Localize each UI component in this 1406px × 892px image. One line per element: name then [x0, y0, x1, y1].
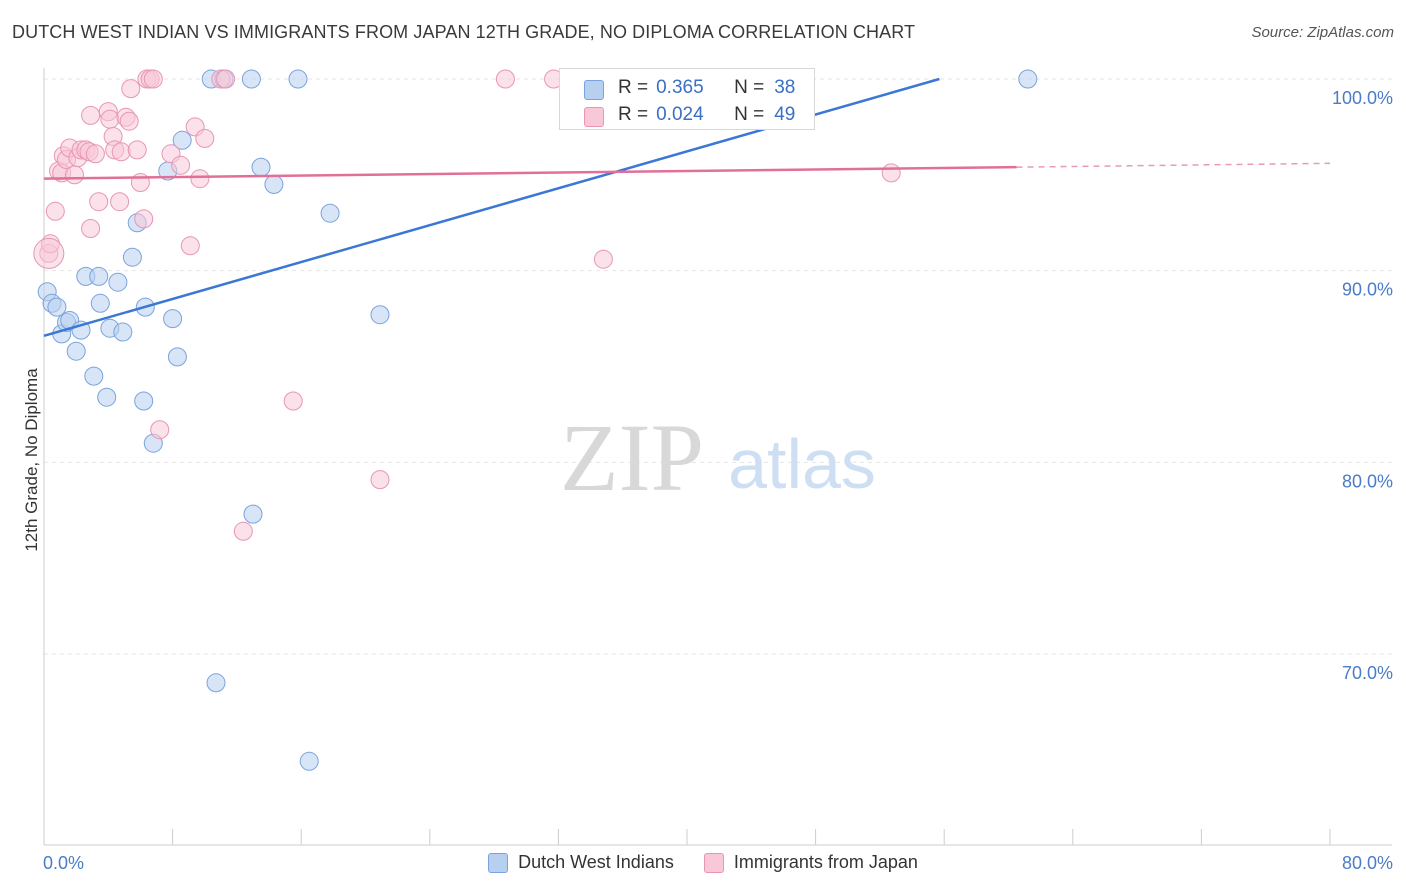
data-point-blue	[108, 272, 128, 292]
tick-labels: 100.0% 90.0% 80.0% 70.0% 0.0% 80.0%	[43, 88, 1393, 873]
data-point-blue	[163, 309, 183, 329]
data-point-blue	[241, 69, 261, 89]
trend-line-pink	[43, 165, 1017, 180]
data-point-blue	[113, 322, 133, 342]
data-point-pink	[121, 79, 141, 99]
data-point-blue	[47, 297, 67, 317]
data-point-blue	[167, 347, 187, 367]
data-point-blue	[264, 174, 284, 194]
series-legend: Dutch West Indians Immigrants from Japan	[0, 852, 1406, 873]
data-point-pink	[233, 521, 253, 541]
y-tick-label: 80.0%	[1342, 471, 1393, 491]
data-point-blue	[243, 504, 263, 524]
legend-label-blue: Dutch West Indians	[518, 852, 674, 872]
data-point-blue	[1018, 69, 1038, 89]
data-point-pink	[110, 192, 130, 212]
data-point-blue	[84, 366, 104, 386]
y-tick-label: 90.0%	[1342, 280, 1393, 300]
y-tick-label: 100.0%	[1332, 88, 1393, 108]
data-point-blue	[206, 673, 226, 693]
y-axis-label: 12th Grade, No Diploma	[22, 368, 41, 552]
r-label: R =	[618, 77, 649, 98]
data-point-pink	[119, 111, 139, 131]
data-point-blue	[299, 751, 319, 771]
data-point-pink	[45, 201, 65, 221]
data-point-blue	[122, 247, 142, 267]
data-point-pink	[150, 420, 170, 440]
legend-label-pink: Immigrants from Japan	[733, 852, 918, 872]
data-point-pink	[89, 192, 109, 212]
data-point-blue	[66, 341, 86, 361]
stats-row-blue: R = 0.365 N = 38	[584, 77, 796, 100]
data-point-pink	[593, 249, 613, 269]
watermark-atlas: atlas	[728, 425, 876, 503]
n-label: N =	[734, 77, 765, 98]
data-point-blue	[90, 293, 110, 313]
data-point-blue	[251, 157, 271, 177]
data-point-blue	[320, 203, 340, 223]
data-point-pink	[195, 128, 215, 148]
n-value-pink: 49	[774, 104, 796, 125]
y-tick-label: 70.0%	[1342, 663, 1393, 683]
stats-legend: R = 0.365 N = 38 R = 0.024 N = 49	[559, 68, 815, 130]
r-value-blue: 0.365	[656, 77, 704, 98]
data-point-pink	[111, 142, 131, 162]
pink-swatch	[584, 107, 604, 127]
data-point-pink	[171, 155, 191, 175]
data-point-pink	[370, 470, 390, 490]
n-value-blue: 38	[774, 77, 796, 98]
legend-item-pink[interactable]: Immigrants from Japan	[703, 852, 918, 873]
x-tick-label-min: 0.0%	[43, 853, 84, 873]
data-point-pink	[65, 165, 84, 185]
data-point-blue	[89, 266, 109, 286]
data-point-pink	[495, 69, 515, 89]
data-point-pink	[81, 105, 101, 125]
legend-swatch-blue	[488, 852, 509, 873]
data-point-pink	[100, 109, 120, 129]
data-point-pink	[81, 219, 101, 238]
data-point-blue	[134, 391, 154, 411]
data-point-pink	[180, 236, 200, 256]
x-tick-label-max: 80.0%	[1342, 853, 1393, 873]
legend-item-blue[interactable]: Dutch West Indians	[488, 852, 674, 873]
data-point-blue	[370, 305, 390, 325]
data-point-pink	[134, 209, 154, 229]
gridlines	[44, 78, 1392, 655]
r-label: R =	[618, 104, 649, 125]
data-point-pink	[283, 391, 303, 411]
blue-swatch	[584, 80, 604, 100]
n-label: N =	[734, 104, 765, 125]
data-point-blue	[288, 69, 308, 89]
data-point-pink	[190, 169, 210, 189]
data-point-pink	[216, 69, 236, 89]
source-label: Source: ZipAtlas.com	[1251, 24, 1394, 41]
data-point-pink	[130, 173, 150, 192]
legend-swatch-pink	[703, 852, 724, 873]
data-point-pink	[33, 237, 65, 269]
data-point-pink	[127, 140, 147, 160]
stats-row-pink: R = 0.024 N = 49	[584, 104, 796, 127]
trend-extension-pink	[1016, 162, 1331, 168]
chart-title: DUTCH WEST INDIAN VS IMMIGRANTS FROM JAP…	[12, 22, 916, 42]
data-point-blue	[172, 130, 192, 150]
data-points	[33, 69, 1038, 771]
data-point-pink	[881, 163, 901, 183]
axes	[43, 68, 1392, 846]
r-value-pink: 0.024	[656, 104, 704, 125]
watermark-zip: ZIP	[560, 404, 704, 511]
data-point-blue	[97, 387, 117, 407]
watermark: ZIP atlas	[560, 404, 876, 511]
data-point-pink	[85, 144, 105, 164]
data-point-pink	[143, 69, 163, 89]
